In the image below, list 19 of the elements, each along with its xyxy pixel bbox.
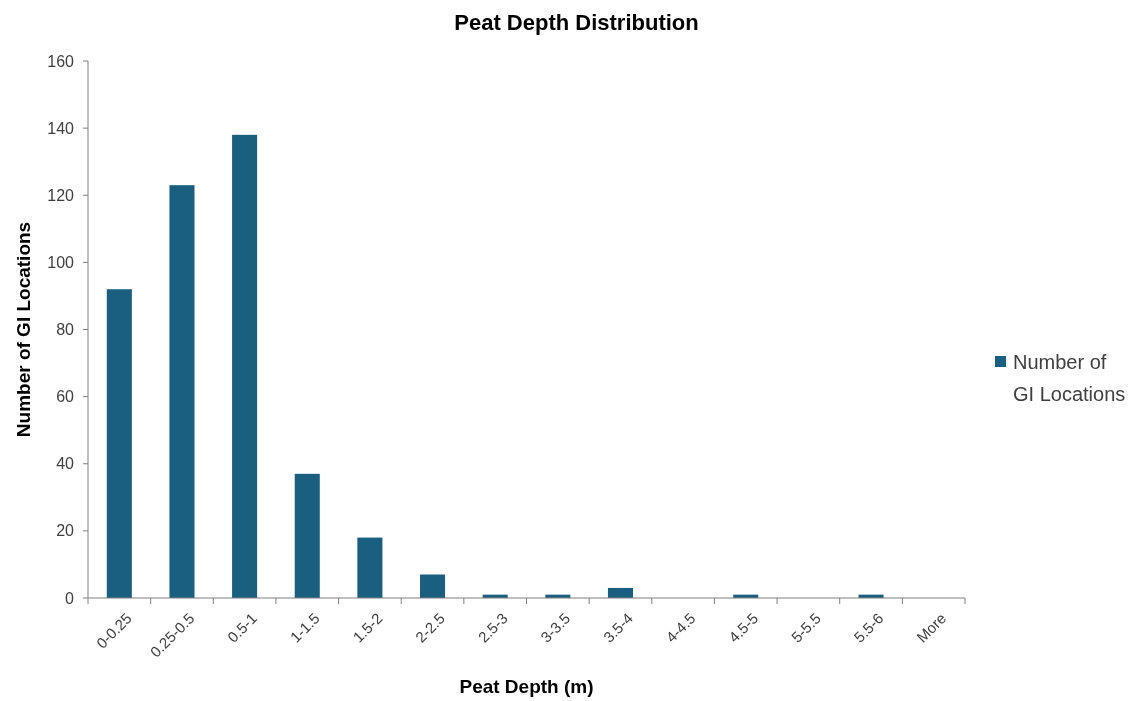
y-tick-label: 60 xyxy=(56,388,75,406)
y-tick-label: 20 xyxy=(56,522,75,540)
legend-label: Number of GI Locations xyxy=(1013,351,1126,405)
bar xyxy=(357,537,383,598)
y-tick-label: 40 xyxy=(56,455,75,473)
bar xyxy=(294,473,320,598)
y-axis-title: Number of GI Locations xyxy=(13,221,34,438)
y-tick-label: 0 xyxy=(65,589,75,607)
bar xyxy=(106,289,132,598)
bar xyxy=(232,134,258,598)
y-tick-label: 140 xyxy=(47,119,75,137)
y-tick-label: 100 xyxy=(47,253,75,271)
bar xyxy=(420,574,446,598)
y-tick-label: 160 xyxy=(47,52,75,70)
chart-title: Peat Depth Distribution xyxy=(454,10,699,35)
y-tick-label: 120 xyxy=(47,186,75,204)
x-axis-title: Peat Depth (m) xyxy=(459,676,594,697)
y-tick-label: 80 xyxy=(56,321,75,339)
bar xyxy=(169,185,195,598)
